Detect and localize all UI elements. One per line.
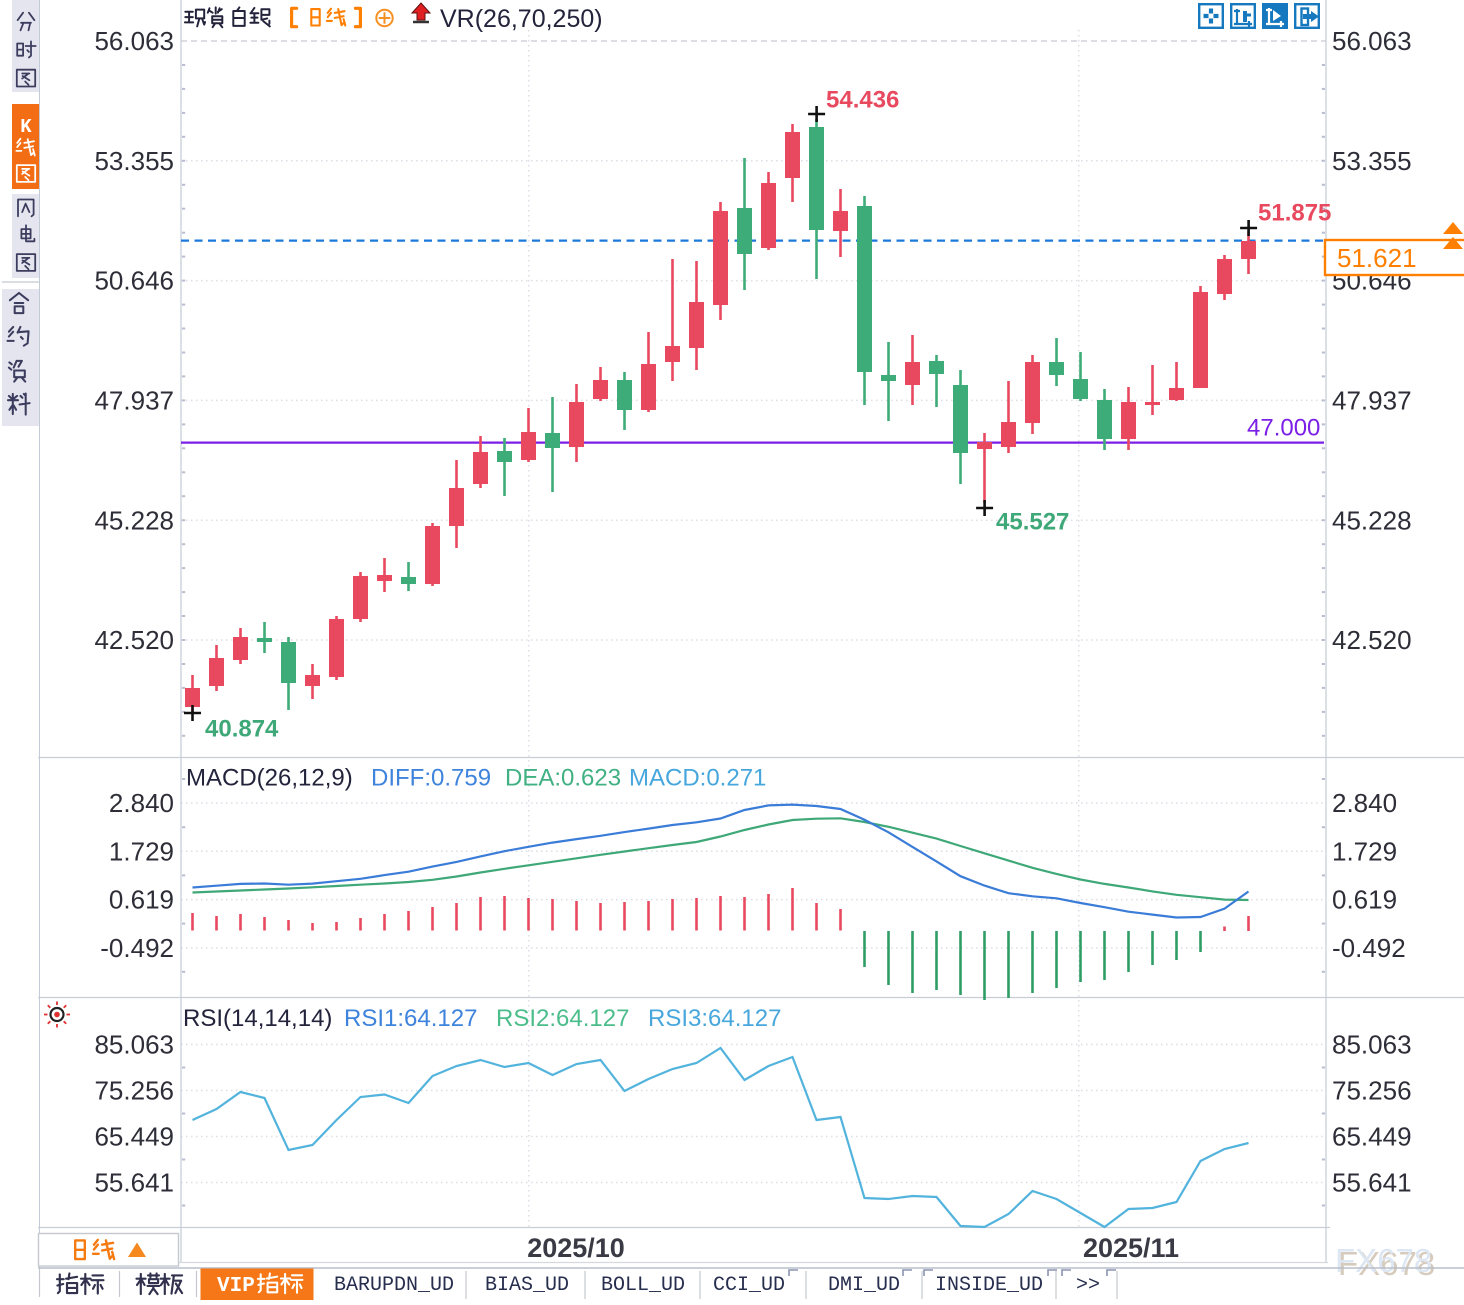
svg-text:42.520: 42.520	[94, 625, 174, 655]
svg-text:DMI_UD: DMI_UD	[828, 1274, 900, 1297]
svg-text:FX678: FX678	[1335, 1242, 1432, 1279]
svg-text:55.641: 55.641	[94, 1168, 174, 1198]
svg-text:2025/10: 2025/10	[527, 1233, 625, 1263]
svg-text:45.228: 45.228	[1332, 505, 1412, 535]
svg-text:53.355: 53.355	[1332, 146, 1412, 176]
svg-text:-0.492: -0.492	[1332, 933, 1406, 963]
svg-text:INSIDE_UD: INSIDE_UD	[935, 1274, 1043, 1297]
svg-text:50.646: 50.646	[94, 266, 174, 296]
svg-text:1.729: 1.729	[1332, 836, 1397, 866]
svg-text:85.063: 85.063	[94, 1030, 174, 1060]
svg-text:65.449: 65.449	[94, 1122, 174, 1152]
svg-text:85.063: 85.063	[1332, 1030, 1412, 1060]
svg-text:51.621: 51.621	[1337, 243, 1417, 273]
svg-text:47.000: 47.000	[1247, 414, 1320, 441]
svg-text:RSI1:64.127: RSI1:64.127	[344, 1005, 477, 1032]
svg-text:VR(26,70,250): VR(26,70,250)	[440, 5, 603, 33]
svg-text:42.520: 42.520	[1332, 625, 1412, 655]
svg-text:47.937: 47.937	[1332, 386, 1412, 416]
svg-text:BIAS_UD: BIAS_UD	[485, 1274, 569, 1297]
svg-text:75.256: 75.256	[1332, 1076, 1412, 1106]
svg-text:RSI2:64.127: RSI2:64.127	[496, 1005, 629, 1032]
svg-text:65.449: 65.449	[1332, 1122, 1412, 1152]
svg-text:MACD:0.271: MACD:0.271	[629, 764, 766, 791]
svg-text:VIP: VIP	[217, 1275, 255, 1298]
svg-text:40.874: 40.874	[205, 715, 279, 742]
svg-text:BARUPDN_UD: BARUPDN_UD	[334, 1274, 454, 1297]
svg-text:DEA:0.623: DEA:0.623	[505, 764, 621, 791]
svg-text:DIFF:0.759: DIFF:0.759	[371, 764, 491, 791]
svg-text:56.063: 56.063	[94, 26, 174, 56]
svg-text:CCI_UD: CCI_UD	[713, 1274, 785, 1297]
svg-text:54.436: 54.436	[826, 86, 899, 113]
svg-text:RSI(14,14,14): RSI(14,14,14)	[183, 1005, 332, 1032]
svg-text:FX678: FX678	[1338, 1245, 1435, 1282]
svg-text:K: K	[20, 116, 32, 138]
svg-text:45.228: 45.228	[94, 505, 174, 535]
svg-text:45.527: 45.527	[996, 508, 1069, 535]
svg-text:>>: >>	[1076, 1274, 1100, 1297]
svg-text:47.937: 47.937	[94, 386, 174, 416]
svg-text:56.063: 56.063	[1332, 26, 1412, 56]
svg-text:2.840: 2.840	[109, 788, 174, 818]
svg-text:0.619: 0.619	[109, 885, 174, 915]
svg-text:53.355: 53.355	[94, 146, 174, 176]
svg-text:2.840: 2.840	[1332, 788, 1397, 818]
svg-text:51.875: 51.875	[1258, 199, 1331, 226]
svg-text:-0.492: -0.492	[100, 933, 174, 963]
svg-text:1.729: 1.729	[109, 836, 174, 866]
svg-text:75.256: 75.256	[94, 1076, 174, 1106]
svg-text:2025/11: 2025/11	[1083, 1233, 1179, 1263]
svg-text:0.619: 0.619	[1332, 885, 1397, 915]
svg-text:55.641: 55.641	[1332, 1168, 1412, 1198]
svg-text:BOLL_UD: BOLL_UD	[601, 1274, 685, 1297]
svg-text:MACD(26,12,9): MACD(26,12,9)	[186, 764, 353, 791]
svg-text:RSI3:64.127: RSI3:64.127	[648, 1005, 781, 1032]
